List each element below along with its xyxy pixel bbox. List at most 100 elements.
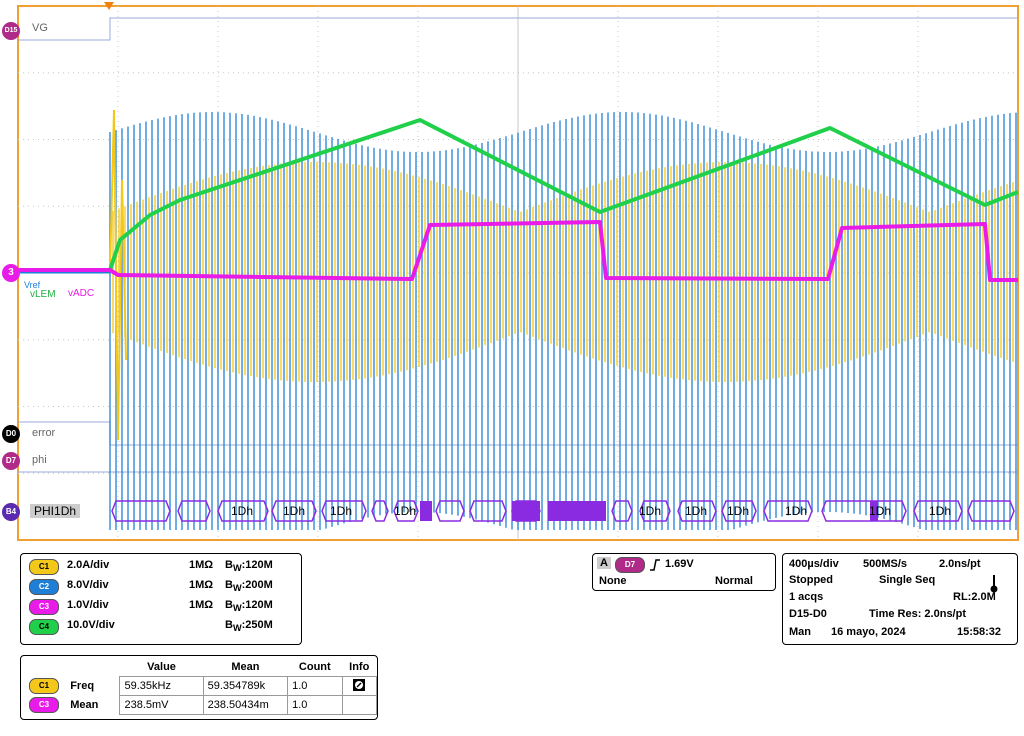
bus-segment bbox=[611, 500, 633, 522]
c2-bw-value: :200M bbox=[241, 579, 273, 591]
trigger-a-label: A bbox=[597, 557, 611, 569]
bus-segment bbox=[677, 500, 717, 522]
time-resolution: Time Res: 2.0ns/pt bbox=[869, 608, 966, 620]
vref-label: Vref bbox=[24, 280, 41, 290]
trigger-coupling: None bbox=[599, 575, 627, 587]
vg-trace bbox=[18, 17, 1018, 41]
vg-label: VG bbox=[32, 22, 48, 34]
bus-dense-region bbox=[420, 501, 432, 521]
c4-pill[interactable]: C4 bbox=[29, 619, 59, 635]
c3-bw-value: :120M bbox=[241, 599, 273, 611]
c4-bw-value: :250M bbox=[241, 619, 273, 631]
c1-scale: 2.0A/div bbox=[67, 559, 110, 571]
row-source-pill[interactable]: C1 bbox=[29, 678, 59, 694]
row-count: 1.0 bbox=[287, 676, 343, 696]
bus-segment bbox=[217, 500, 269, 522]
waveform-display: 1Dh 1Dh 1Dh 1Dh 1Dh 1Dh 1Dh 1Dh 1Dh 1Dh bbox=[17, 5, 1019, 541]
record-length: RL:2.0M bbox=[953, 591, 996, 603]
c2-trace bbox=[109, 112, 1017, 530]
row-mean: 59.354789k bbox=[202, 676, 289, 696]
header-count: Count bbox=[298, 661, 331, 673]
timebase: 400µs/div bbox=[789, 558, 839, 570]
c1-startup-transient bbox=[109, 109, 127, 441]
c1-bw-w: W bbox=[232, 563, 242, 574]
acq-time: 15:58:32 bbox=[957, 626, 1002, 638]
c2-scale: 8.0V/div bbox=[67, 579, 109, 591]
bus-dense-region bbox=[870, 501, 878, 521]
row-value: 59.35kHz bbox=[119, 676, 204, 696]
c3-bw-w: W bbox=[232, 603, 242, 614]
info-icon[interactable] bbox=[341, 676, 377, 696]
bus-value-label: 1Dh bbox=[785, 504, 807, 518]
c3-scale: 1.0V/div bbox=[67, 599, 109, 611]
c2-impedance: 1MΩ bbox=[189, 579, 214, 591]
digital-channels: D15-D0 bbox=[789, 608, 827, 620]
c1-bandwidth: BW:120M bbox=[225, 559, 273, 573]
bus-segment bbox=[271, 500, 317, 522]
c4-bw-b: B bbox=[225, 619, 233, 631]
c2-pill[interactable]: C2 bbox=[29, 579, 59, 595]
trigger-source-pill[interactable]: D7 bbox=[615, 557, 645, 573]
c4-scale: 10.0V/div bbox=[67, 619, 115, 631]
b4-marker[interactable]: B4 bbox=[2, 503, 20, 521]
bus-value-label: 1Dh bbox=[330, 504, 352, 518]
measurements-header-row: Value Mean Count Info bbox=[25, 658, 377, 677]
resolution: 2.0ns/pt bbox=[939, 558, 981, 570]
acquisition-panel[interactable]: 400µs/div 500MS/s 2.0ns/pt Stopped Singl… bbox=[782, 553, 1018, 645]
header-info: Info bbox=[349, 661, 370, 673]
sequence-mode: Single Seq bbox=[879, 574, 936, 586]
bus-first-value: 1Dh bbox=[54, 504, 77, 518]
ch3-marker[interactable]: 3 bbox=[2, 264, 20, 282]
bus-value-label: 1Dh bbox=[639, 504, 661, 518]
thermometer-icon bbox=[990, 575, 998, 593]
trigger-level: 1.69V bbox=[665, 558, 694, 570]
c1-pill[interactable]: C1 bbox=[29, 559, 59, 575]
trigger-position-icon[interactable] bbox=[104, 2, 114, 10]
c4-trace bbox=[18, 118, 1019, 272]
bus-value-label: 1Dh bbox=[685, 504, 707, 518]
c2-bw-b: B bbox=[225, 579, 233, 591]
acquisition-count: 1 acqs bbox=[789, 591, 824, 603]
bus-segment bbox=[821, 500, 907, 522]
d15-marker[interactable]: D15 bbox=[2, 22, 20, 40]
trigger-panel[interactable]: A D7 1.69V None Normal bbox=[592, 553, 776, 591]
run-state: Stopped bbox=[789, 574, 833, 586]
acq-date: 16 mayo, 2024 bbox=[831, 626, 906, 638]
c1-bw-b: B bbox=[225, 559, 233, 571]
error-label: error bbox=[32, 427, 56, 439]
row-mean: 238.50434m bbox=[202, 695, 289, 715]
bus-dense-region bbox=[512, 501, 540, 521]
rising-edge-icon bbox=[650, 559, 660, 571]
row-count: 1.0 bbox=[287, 695, 343, 715]
row-name: Freq bbox=[70, 680, 95, 692]
trigger-mode: Normal bbox=[715, 575, 753, 587]
c1-bw-value: :120M bbox=[241, 559, 273, 571]
acq-mode-man: Man bbox=[789, 626, 811, 638]
table-row[interactable]: C3 Mean 238.5mV 238.50434m 1.0 bbox=[25, 695, 377, 715]
header-value: Value bbox=[147, 661, 176, 673]
bus-name-label: PHI1Dh bbox=[30, 504, 81, 518]
c2-bandwidth: BW:200M bbox=[225, 579, 273, 593]
c4-bw-w: W bbox=[232, 623, 242, 634]
sample-rate: 500MS/s bbox=[863, 558, 908, 570]
table-row[interactable]: C1 Freq 59.35kHz 59.354789k 1.0 bbox=[25, 676, 377, 696]
bus-segment bbox=[639, 500, 671, 522]
measurements-table: Value Mean Count Info C1 Freq 59.35kHz 5… bbox=[25, 658, 377, 715]
c3-impedance: 1MΩ bbox=[189, 599, 214, 611]
c3-pill[interactable]: C3 bbox=[29, 599, 59, 615]
d7-marker[interactable]: D7 bbox=[2, 452, 20, 470]
c4-bandwidth: BW:250M bbox=[225, 619, 273, 633]
c2-bw-w: W bbox=[232, 583, 242, 594]
row-value: 238.5mV bbox=[119, 695, 204, 715]
d0-marker[interactable]: D0 bbox=[2, 425, 20, 443]
bus-dense-region bbox=[548, 501, 606, 521]
bus-segment bbox=[177, 500, 211, 522]
bus-value-label: 1Dh bbox=[231, 504, 253, 518]
vlem-label: vLEM bbox=[30, 289, 56, 300]
bus-segment bbox=[763, 500, 813, 522]
vadc-label: vADC bbox=[68, 288, 95, 299]
graticule-area: 1Dh 1Dh 1Dh 1Dh 1Dh 1Dh 1Dh 1Dh 1Dh 1Dh D15 VG 3 … bbox=[2, 2, 1019, 541]
row-source-pill[interactable]: C3 bbox=[29, 697, 59, 713]
bus-segment bbox=[913, 500, 963, 522]
bus-segment bbox=[469, 500, 507, 522]
